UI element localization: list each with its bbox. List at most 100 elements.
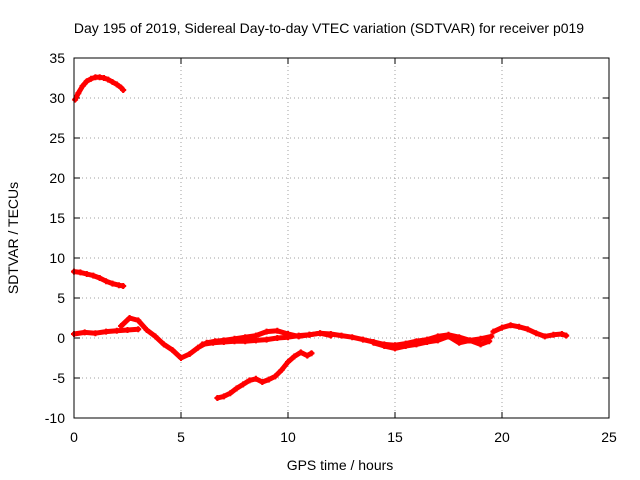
data-point — [524, 326, 531, 333]
data-point — [285, 334, 291, 341]
data-point — [278, 367, 285, 373]
y-tick-label: 15 — [49, 210, 65, 226]
y-tick-label: -5 — [53, 370, 66, 386]
data-point — [214, 395, 221, 401]
data-point — [120, 87, 127, 93]
grid — [74, 58, 609, 418]
data-point — [291, 353, 298, 360]
data-point — [392, 345, 398, 352]
series-line-arc-end — [490, 322, 569, 339]
axis-ticks: 0 5 10 15 20 25 -10 -5 0 5 10 15 20 25 30 35 — [45, 50, 617, 445]
data-point — [274, 327, 281, 334]
data-point — [516, 323, 523, 330]
data-point — [109, 280, 116, 287]
x-tick-label: 0 — [70, 429, 78, 445]
data-point — [402, 343, 409, 349]
data-point — [75, 90, 82, 97]
data-point — [466, 337, 473, 344]
data-point — [272, 373, 279, 380]
data-point — [349, 334, 356, 341]
data-point — [240, 381, 247, 388]
data-point — [220, 339, 227, 345]
data-point — [186, 351, 193, 357]
chart-title: Day 195 of 2019, Sidereal Day-to-day VTE… — [74, 20, 584, 36]
data-point — [199, 341, 206, 348]
data-point — [77, 269, 84, 276]
data-point — [490, 328, 497, 335]
x-axis-label: GPS time / hours — [287, 457, 394, 473]
data-point — [160, 341, 167, 348]
data-point — [306, 331, 313, 338]
data-point — [169, 347, 176, 353]
data-point — [231, 338, 238, 345]
data-point — [72, 96, 79, 103]
data-point — [126, 315, 133, 321]
data-point — [88, 75, 95, 82]
y-tick-label: 25 — [49, 130, 65, 146]
x-tick-label: 15 — [387, 429, 403, 445]
data-point — [210, 339, 217, 346]
y-tick-label: 30 — [49, 90, 65, 106]
y-tick-label: -10 — [45, 410, 65, 426]
x-tick-label: 5 — [177, 429, 185, 445]
data-point — [96, 275, 103, 281]
data-point — [263, 328, 270, 335]
data-point — [92, 330, 99, 337]
y-axis-label: SDTVAR / TECUs — [5, 182, 21, 294]
data-point — [477, 335, 484, 342]
data-point — [338, 332, 345, 339]
data-point — [233, 385, 240, 392]
data-point — [105, 76, 112, 83]
data-point — [152, 333, 159, 340]
data-point — [259, 379, 266, 385]
x-tick-label: 10 — [280, 429, 296, 445]
data-point — [195, 344, 202, 351]
data-point — [83, 78, 90, 85]
data-point — [297, 349, 304, 356]
data-point — [118, 323, 125, 329]
data-point — [424, 339, 431, 345]
y-tick-label: 20 — [49, 170, 65, 186]
data-point — [413, 341, 420, 348]
y-tick-label: 5 — [57, 290, 65, 306]
data-point — [381, 343, 388, 349]
data-point — [285, 359, 291, 365]
data-point — [558, 331, 565, 337]
data-point — [252, 337, 259, 344]
data-point — [263, 336, 270, 343]
data-point — [541, 333, 548, 340]
data-point — [109, 79, 116, 85]
data-point — [83, 271, 90, 277]
data-point — [124, 327, 131, 333]
y-tick-label: 10 — [49, 250, 65, 266]
data-point — [499, 324, 505, 331]
data-point — [295, 332, 302, 339]
plot-frame — [73, 57, 610, 419]
data-point — [252, 375, 259, 382]
data-point — [488, 333, 495, 340]
data-point — [456, 339, 463, 346]
data-point — [101, 75, 107, 81]
data-point — [90, 272, 97, 279]
data-point — [434, 337, 441, 344]
y-tick-label: 0 — [57, 330, 65, 346]
data-point — [533, 330, 540, 337]
data-point — [79, 83, 86, 89]
data-point — [317, 330, 324, 337]
y-tick-label: 35 — [49, 50, 65, 66]
data-point — [120, 283, 127, 289]
data-point — [563, 332, 570, 339]
data-point — [81, 329, 88, 336]
x-tick-label: 25 — [601, 429, 617, 445]
data-series — [71, 74, 570, 401]
data-point — [550, 331, 557, 338]
data-point — [486, 338, 493, 345]
data-point — [113, 327, 120, 334]
x-tick-label: 20 — [494, 429, 510, 445]
data-point — [274, 335, 281, 341]
data-point — [507, 322, 514, 329]
data-point — [456, 334, 463, 341]
data-point — [308, 350, 315, 357]
data-point — [304, 352, 311, 359]
